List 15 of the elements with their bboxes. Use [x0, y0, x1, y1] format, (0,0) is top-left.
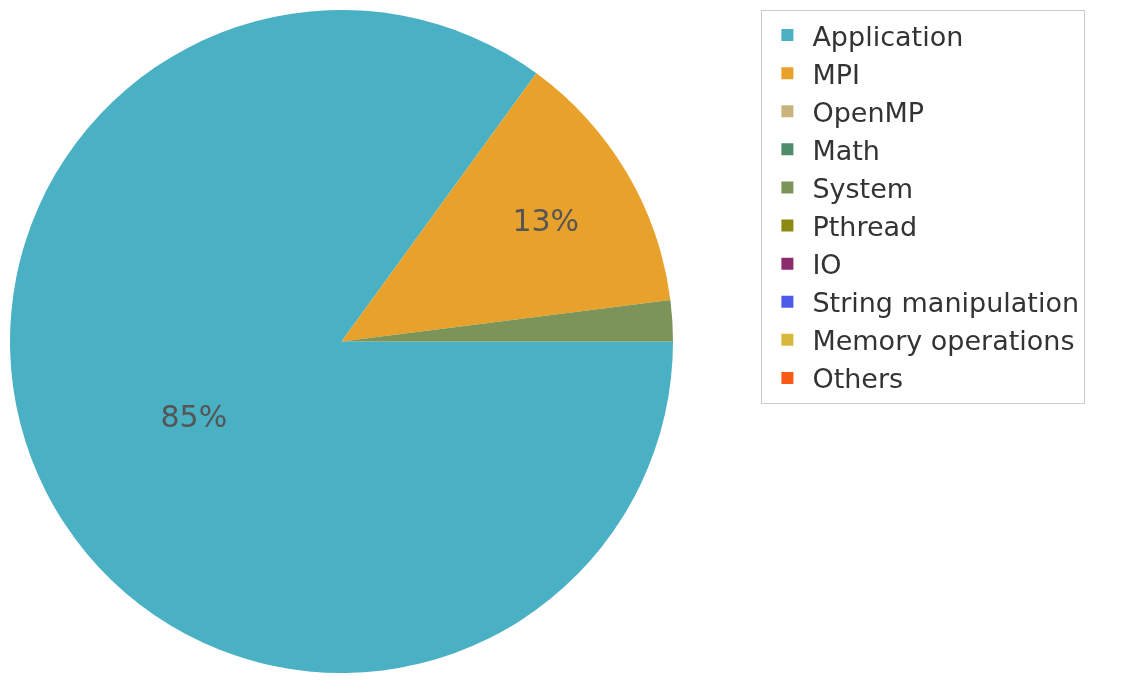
- pie-slice: [341, 299, 673, 342]
- legend-label: Others: [812, 363, 904, 395]
- legend-label: Pthread: [812, 211, 918, 243]
- legend-label: Application: [812, 20, 964, 52]
- legend-label: Math: [812, 134, 880, 166]
- legend-label: IO: [812, 249, 842, 281]
- legend-label: Memory operations: [812, 325, 1075, 357]
- data-label: 85%: [160, 399, 228, 435]
- legend-label: OpenMP: [812, 96, 925, 128]
- legend-label: MPI: [812, 58, 860, 90]
- data-label: 13%: [512, 203, 580, 239]
- pie-slice: [10, 10, 673, 673]
- legend-label: String manipulation: [812, 287, 1080, 319]
- legend-label: System: [812, 172, 914, 204]
- pie-slice: [341, 73, 671, 342]
